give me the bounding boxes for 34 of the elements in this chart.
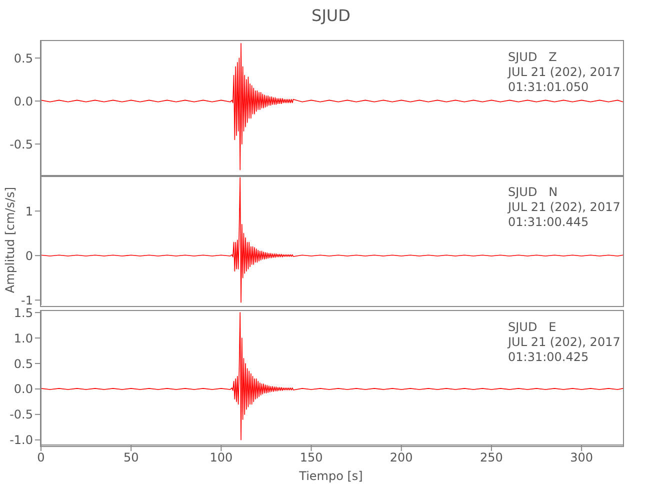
x-axis-title: Tiempo [s] [298, 469, 364, 483]
y-tick-label: 1.5 [14, 306, 33, 320]
y-tick-label: 0.0 [14, 94, 33, 108]
annotation: 01:31:01.050 [508, 80, 590, 95]
x-tick-label: 300 [570, 450, 594, 465]
line-series [41, 43, 623, 170]
annotation: JUL 21 (202), 2017 [508, 65, 620, 80]
annotation: JUL 21 (202), 2017 [508, 200, 620, 215]
y-tick-label: 1 [25, 204, 33, 218]
annotation: SJUD Z [508, 50, 558, 65]
y-tick-label: -1.0 [10, 433, 33, 448]
y-tick-label: -0.5 [10, 408, 33, 422]
annotation: JUL 21 (202), 2017 [508, 335, 620, 350]
annotation: 01:31:00.445 [508, 215, 590, 230]
line-series [41, 312, 623, 440]
chart-title: SJUD [310, 6, 352, 25]
line-series [41, 177, 623, 303]
annotation: 01:31:00.425 [508, 350, 590, 365]
y-tick-label: 0 [25, 248, 33, 263]
y-tick-label: -1 [21, 293, 33, 308]
x-tick-label: 150 [300, 450, 323, 465]
y-tick-label: 0.0 [14, 382, 33, 396]
y-tick-label: -0.5 [10, 137, 33, 152]
x-tick-label: 0 [37, 450, 45, 465]
x-tick-label: 50 [123, 450, 139, 465]
x-tick-label: 100 [210, 450, 233, 465]
y-tick-label: 1.0 [14, 331, 33, 346]
y-tick-label: 0.5 [14, 356, 33, 371]
annotation: SJUD E [508, 320, 558, 335]
x-tick-label: 200 [390, 450, 413, 465]
y-axis-title: Amplitud [cm/s/s] [3, 186, 17, 294]
x-tick-label: 250 [480, 450, 503, 465]
annotation: SJUD N [508, 185, 559, 200]
y-tick-label: 0.5 [14, 51, 33, 66]
